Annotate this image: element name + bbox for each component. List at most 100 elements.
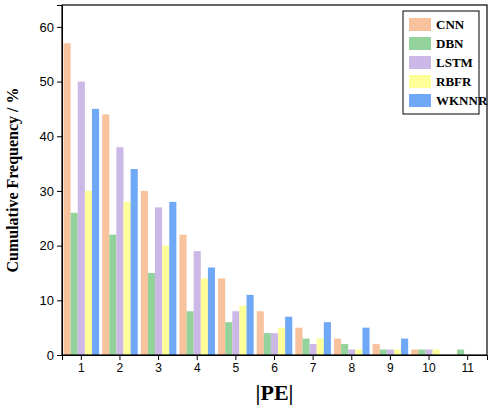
bar <box>457 350 464 355</box>
x-tick-label: 4 <box>194 361 201 375</box>
bar <box>208 268 215 356</box>
x-tick-mark <box>235 355 236 360</box>
bar <box>218 278 225 355</box>
plot-frame <box>62 5 487 355</box>
y-tick-mark <box>57 355 62 356</box>
bar <box>302 339 309 355</box>
y-tick: 50 <box>40 74 62 89</box>
bar <box>285 317 292 355</box>
y-tick-mark <box>57 136 62 137</box>
bar <box>264 333 271 355</box>
y-tick-label: 0 <box>47 348 54 363</box>
x-tick-label: 2 <box>117 361 124 375</box>
bar <box>239 306 246 355</box>
bar <box>92 109 99 355</box>
bar <box>425 350 432 355</box>
x-tick-mark <box>429 355 430 360</box>
legend-swatch <box>409 37 431 50</box>
legend-swatch <box>409 75 431 88</box>
x-tick: 10 <box>422 355 436 375</box>
bar <box>324 322 331 355</box>
y-tick: 10 <box>40 293 62 308</box>
x-tick: 5 <box>233 355 240 375</box>
bar <box>169 202 176 355</box>
y-tick-label: 60 <box>40 20 54 35</box>
y-tick-mark <box>57 300 62 301</box>
bar <box>355 350 362 355</box>
x-tick-mark <box>467 355 468 360</box>
bar <box>362 328 369 355</box>
bar <box>131 169 138 355</box>
bar <box>179 235 186 355</box>
x-tick-mark <box>274 355 275 360</box>
bar <box>124 202 131 355</box>
x-tick: 2 <box>117 355 124 375</box>
bar <box>433 350 440 355</box>
legend-swatch <box>409 18 431 31</box>
legend-label: DBN <box>436 36 464 51</box>
bar <box>380 350 387 355</box>
y-tick: 60 <box>40 20 62 35</box>
y-axis: 0102030405060 <box>40 6 63 363</box>
x-tick-mark <box>81 355 82 360</box>
bar <box>247 295 254 355</box>
bar <box>387 350 394 355</box>
bar <box>271 333 278 355</box>
bar <box>373 344 380 355</box>
bar <box>201 278 208 355</box>
y-tick-mark <box>57 246 62 247</box>
x-tick-label: 9 <box>387 361 394 375</box>
x-tick-label: 6 <box>271 361 278 375</box>
y-tick-label: 20 <box>40 238 54 253</box>
bar <box>317 339 324 355</box>
x-tick-mark <box>119 355 120 360</box>
bar <box>232 311 239 355</box>
legend-label: CNN <box>436 17 465 32</box>
bar <box>295 328 302 355</box>
bar <box>102 114 109 355</box>
bar <box>64 43 71 355</box>
x-tick: 6 <box>271 355 278 375</box>
legend-swatch <box>409 56 431 69</box>
y-tick-mark <box>57 82 62 83</box>
bar <box>78 82 85 355</box>
x-tick-mark <box>197 355 198 360</box>
x-tick: 11 <box>461 355 474 375</box>
bar <box>341 344 348 355</box>
x-axis: 1234567891011 <box>63 355 488 375</box>
y-tick-mark <box>57 27 62 28</box>
y-tick-label: 10 <box>40 293 54 308</box>
bar <box>278 328 285 355</box>
legend: CNNDBNLSTMRBFRWKNNR <box>403 11 488 114</box>
x-tick-label: 8 <box>348 361 355 375</box>
legend-label: WKNNR <box>436 93 488 108</box>
y-tick-mark <box>57 191 62 192</box>
bar <box>187 311 194 355</box>
y-tick-label: 40 <box>40 129 54 144</box>
x-tick-mark <box>351 355 352 360</box>
x-tick-mark <box>313 355 314 360</box>
y-axis-line <box>57 6 63 356</box>
bar <box>257 311 264 355</box>
bar <box>116 147 123 355</box>
bar <box>155 207 162 355</box>
x-tick-label: 3 <box>155 361 162 375</box>
bar <box>401 339 408 355</box>
y-axis-title: Cumulative Frequency / % <box>4 87 22 272</box>
bar <box>411 350 418 355</box>
bar <box>394 350 401 355</box>
x-tick: 3 <box>155 355 162 375</box>
x-tick: 8 <box>348 355 355 375</box>
bar <box>109 235 116 355</box>
bar <box>162 246 169 355</box>
bar <box>194 251 201 355</box>
bar <box>148 273 155 355</box>
y-tick-label: 50 <box>40 74 54 89</box>
bar <box>225 322 232 355</box>
x-tick: 1 <box>78 355 85 375</box>
x-tick-label: 5 <box>233 361 240 375</box>
bar <box>348 350 355 355</box>
y-tick: 40 <box>40 129 62 144</box>
x-tick-label: 1 <box>78 361 85 375</box>
bar <box>141 191 148 355</box>
